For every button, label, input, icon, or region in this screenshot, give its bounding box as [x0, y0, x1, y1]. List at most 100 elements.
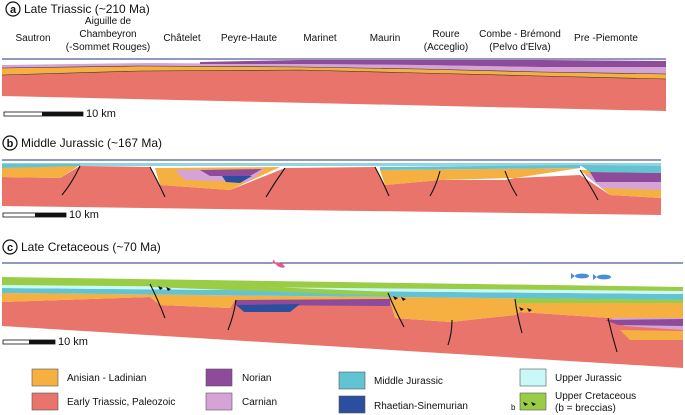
stratal-boundary [1, 69, 667, 80]
locality-label: Peyre-Haute [221, 33, 278, 44]
carnian-layer [2, 63, 666, 74]
legend-swatch-upper-cretaceous [519, 392, 547, 411]
panel-a-title: Late Triassic (~210 Ma) [24, 2, 150, 16]
scale-bar: 10 km [2, 336, 88, 348]
panel-a-letter-badge [5, 1, 21, 17]
scale-bar-label: 10 km [69, 209, 99, 221]
fault-line [61, 165, 81, 196]
legend: Anisian - Ladinian Early Triassic, Paleo… [31, 368, 636, 414]
legend-label: Rhaetian-Sinemurian [374, 401, 468, 412]
anisian-ladinian-layer [2, 66, 666, 79]
legend-label: Anisian - Ladinian [67, 373, 147, 384]
norian-layer [200, 169, 262, 176]
panel-a: a Late Triassic (~210 Ma) Sautron Aiguil… [1, 1, 667, 120]
legend-swatch-norian [205, 368, 233, 387]
locality-label: Aiguille de [85, 16, 132, 27]
scale-bar-black [29, 340, 55, 344]
upper-cretaceous-layer [2, 277, 683, 291]
fault-line [447, 319, 453, 346]
stratal-boundary [1, 65, 667, 75]
fault-line [374, 166, 390, 197]
middle-jurassic-layer [580, 165, 661, 173]
fault-line [149, 283, 166, 319]
legend-swatch-upper-jurassic [519, 368, 547, 387]
breccia-markers [158, 286, 532, 312]
locality-label: Sautron [15, 33, 50, 44]
legend-swatch-middle-jurassic [338, 371, 366, 390]
legend-label-sub: (b = breccias) [555, 403, 616, 414]
legend-label: Early Triassic, Paleozoic [67, 397, 175, 408]
norian-layer [605, 319, 683, 326]
normal-faults [149, 283, 618, 353]
locality-label: (Acceglio) [424, 42, 468, 53]
basement-layer [2, 297, 683, 368]
middle-jurassic-layer [2, 163, 661, 166]
locality-label: Chambeyron [79, 29, 136, 40]
locality-label: (-Sommet Rouges) [66, 42, 150, 53]
locality-labels: Sautron Aiguille de Chambeyron (-Sommet … [15, 16, 638, 53]
anisian-ladinian-layer [2, 293, 683, 322]
breccia-mark [393, 296, 398, 300]
fault-line [227, 299, 237, 331]
fault-line [607, 317, 618, 353]
upper-cretaceous-layer [515, 298, 683, 303]
legend-label: Carnian [242, 397, 277, 408]
basement-layer [2, 166, 661, 215]
legend-label: Upper Jurassic [555, 373, 622, 384]
panel-a-letter: a [10, 4, 17, 16]
legend-label: Norian [242, 373, 271, 384]
fish-icon [271, 259, 285, 268]
basement-layer [2, 70, 666, 111]
fish-icon [571, 273, 611, 280]
rhaetian-sinemurian-layer [236, 304, 300, 312]
breccia-mark [158, 286, 163, 290]
normal-faults [61, 165, 599, 201]
scale-bar-label: 10 km [58, 336, 88, 348]
legend-swatch-anisian-ladinian [31, 368, 59, 387]
panel-c-title: Late Cretaceous (~70 Ma) [21, 240, 161, 254]
anisian-ladinian-layer [380, 168, 580, 185]
anisian-ladinian-layer [620, 330, 683, 340]
scale-bar-label: 10 km [86, 108, 116, 120]
anisian-ladinian-layer [2, 165, 80, 178]
scale-bar: 10 km [2, 209, 99, 221]
legend-swatch-rhaetian-sinemurian [338, 395, 366, 414]
locality-label: Châtelet [163, 33, 200, 44]
panel-c-letter: c [7, 242, 13, 254]
panel-b-letter-badge [2, 135, 18, 151]
breccia-mark [527, 308, 532, 312]
panel-c: c Late Cretaceous (~70 Ma) [2, 239, 683, 368]
breccia-mark [523, 402, 528, 406]
locality-label: Marinet [303, 33, 337, 44]
locality-label: Maurin [370, 33, 401, 44]
panel-b: b Middle Jurassic (~167 Ma) [2, 135, 661, 221]
breccia-mark [519, 307, 524, 311]
fault-line [514, 298, 523, 334]
fault-line [265, 167, 286, 198]
scale-bar: 10 km [3, 108, 116, 120]
breccia-mark [531, 402, 536, 406]
legend-swatch-carnian [205, 392, 233, 411]
rhaetian-sinemurian-layer [222, 176, 252, 183]
fault-line [149, 166, 166, 198]
fault-line [429, 170, 441, 197]
locality-label: Roure [432, 29, 460, 40]
legend-label: Middle Jurassic [374, 376, 443, 387]
panel-b-letter: b [7, 138, 14, 150]
scale-bar-black [42, 112, 83, 116]
norian-layer [200, 60, 666, 67]
norian-layer [590, 172, 661, 182]
legend-breccia-prefix: b [511, 403, 516, 412]
scale-bar-black [35, 213, 66, 217]
fault-line [504, 170, 518, 197]
norian-layer [235, 299, 390, 306]
fault-line [387, 292, 405, 328]
locality-label: Pre -Piemonte [574, 33, 638, 44]
locality-label: Combe - Brémond [479, 29, 561, 40]
breccia-mark [166, 287, 171, 291]
upper-cretaceous-layer [150, 282, 390, 296]
panel-c-letter-badge [2, 239, 18, 255]
breccia-mark [401, 297, 406, 301]
legend-swatch-early-triassic [31, 392, 59, 411]
